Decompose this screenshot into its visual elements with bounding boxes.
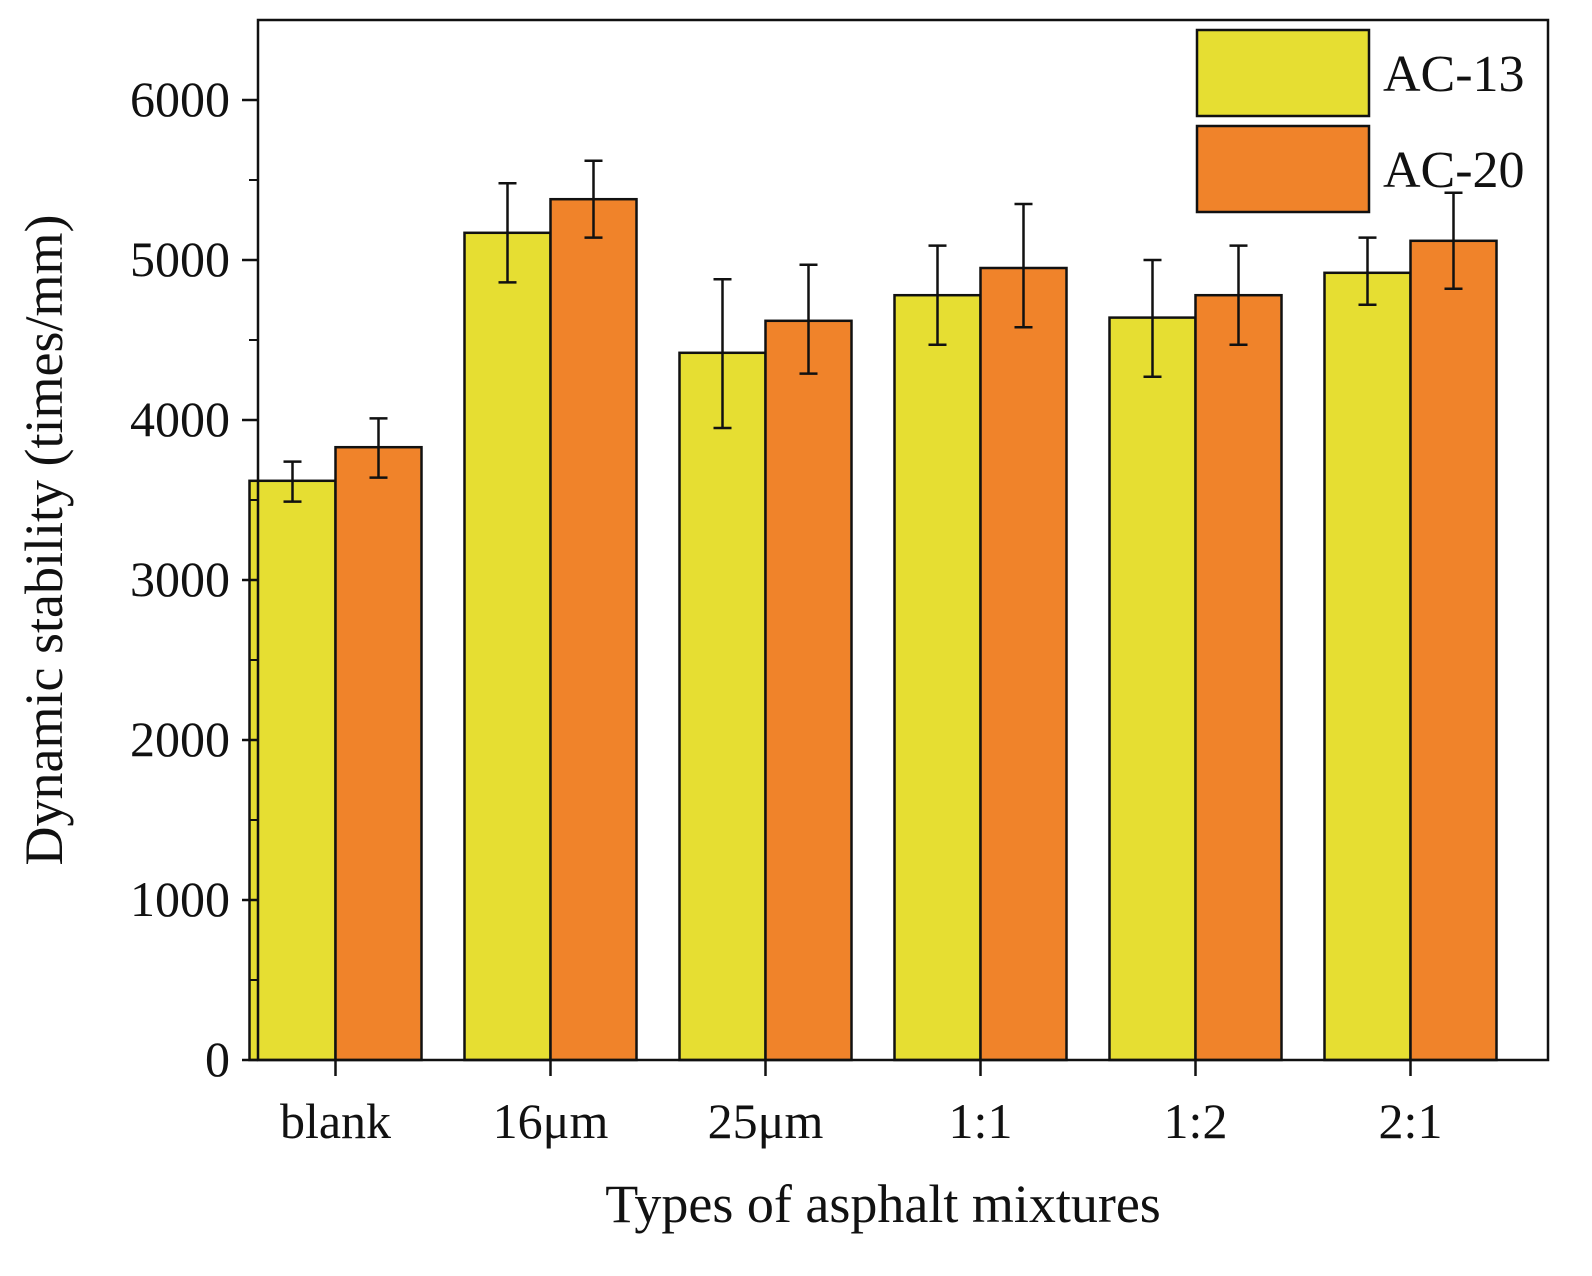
legend-label: AC-13 [1383, 46, 1525, 103]
bars-layer [248, 197, 1498, 1062]
y-tick-label: 6000 [130, 71, 230, 127]
legend-swatch [1195, 28, 1371, 118]
bar-ac-13-0 [248, 479, 337, 1062]
bar-ac-20-4 [1194, 293, 1283, 1062]
bar-ac-20-0 [334, 445, 423, 1062]
error-bar-ac-20-3 [1014, 202, 1033, 329]
x-tick-label: 1:1 [949, 1093, 1013, 1149]
y-tick-label: 0 [205, 1031, 230, 1087]
bar-ac-20-1 [549, 197, 638, 1062]
y-tick-label: 3000 [130, 551, 230, 607]
x-axis: blank 16μm 25μm 1:1 1:2 2:1 [280, 1060, 1443, 1149]
legend-item-ac-20: AC-20 [1195, 124, 1525, 214]
y-axis-title: Dynamic stability (times/mm) [14, 215, 74, 866]
error-bar-ac-13-4 [1143, 258, 1162, 379]
error-bars-layer [283, 159, 1463, 503]
bar-ac-20-2 [764, 319, 853, 1062]
x-tick-label: 16μm [493, 1093, 609, 1149]
y-tick-label: 2000 [130, 711, 230, 767]
bar-ac-20-5 [1409, 239, 1498, 1062]
y-tick-label: 4000 [130, 391, 230, 447]
bar-ac-13-1 [463, 231, 552, 1062]
error-bar-ac-20-0 [369, 417, 388, 479]
legend-swatch [1195, 124, 1371, 214]
y-tick-label: 5000 [130, 231, 230, 287]
y-tick-label: 1000 [130, 871, 230, 927]
legend: AC-13 AC-20 [1195, 28, 1525, 214]
error-bar-ac-13-3 [928, 244, 947, 347]
error-bar-ac-20-1 [584, 159, 603, 239]
error-bar-ac-20-4 [1229, 244, 1248, 347]
x-axis-title: Types of asphalt mixtures [605, 1174, 1161, 1234]
bar-ac-13-5 [1323, 271, 1412, 1062]
x-tick-label: blank [280, 1093, 391, 1149]
error-bar-ac-13-0 [283, 460, 302, 503]
error-bar-ac-13-2 [713, 277, 732, 430]
bar-ac-13-4 [1108, 316, 1197, 1062]
x-tick-label: 25μm [708, 1093, 824, 1149]
error-bar-ac-13-5 [1358, 236, 1377, 307]
bar-ac-13-3 [893, 293, 982, 1062]
bar-ac-13-2 [678, 351, 767, 1062]
error-bar-ac-20-2 [799, 263, 818, 375]
y-axis: 0 1000 2000 3000 4000 5000 6000 [130, 71, 258, 1087]
plot-frame [256, 18, 1550, 1062]
x-tick-label: 2:1 [1379, 1093, 1443, 1149]
error-bar-ac-13-1 [498, 181, 517, 284]
legend-label: AC-20 [1383, 142, 1525, 199]
bar-ac-20-3 [979, 266, 1068, 1062]
x-tick-label: 1:2 [1164, 1093, 1228, 1149]
legend-item-ac-13: AC-13 [1195, 28, 1525, 118]
error-bar-ac-20-5 [1444, 191, 1463, 291]
